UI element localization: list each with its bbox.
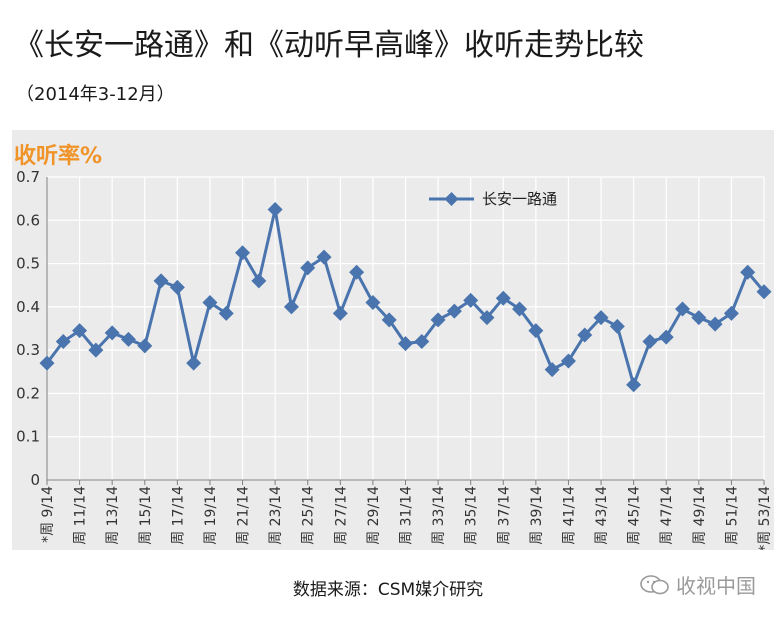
data-point: [756, 284, 772, 300]
x-tick-label: 周 33/14: [431, 486, 447, 545]
data-point: [153, 273, 169, 289]
y-tick-label: 0.3: [16, 341, 40, 359]
data-point: [381, 312, 397, 328]
data-point: [137, 338, 153, 354]
chart-subtitle: （2014年3-12月）: [16, 84, 175, 105]
chart-title: 《长安一路通》和《动听早高峰》收听走势比较: [14, 28, 644, 63]
data-point: [88, 342, 104, 358]
data-point: [332, 305, 348, 321]
data-point: [577, 327, 593, 343]
data-point: [316, 249, 332, 265]
data-point: [479, 310, 495, 326]
data-point: [235, 245, 251, 261]
data-point: [593, 310, 609, 326]
x-tick-label: 周 35/14: [464, 486, 480, 545]
watermark: 收视中国: [640, 570, 756, 599]
data-point: [495, 290, 511, 306]
x-tick-label: 周 13/14: [105, 486, 121, 545]
data-point: [414, 333, 430, 349]
wechat-icon: [640, 574, 669, 594]
data-source: 数据来源：CSM媒介研究: [292, 580, 484, 600]
y-tick-label: 0.7: [16, 168, 40, 186]
y-tick-label: 0: [30, 471, 40, 489]
data-point: [658, 329, 674, 345]
data-point: [169, 279, 185, 295]
x-tick-label: *周 9/14: [40, 486, 56, 543]
y-tick-label: 0.6: [16, 211, 40, 229]
legend-marker: [444, 192, 459, 206]
data-point: [675, 301, 691, 317]
chart-panel: 收听率% 0 0.1 0.2 0.3 0.4 0.5 0.6 0.7 *周 9/14 周 11/1…: [12, 130, 774, 550]
watermark-text: 收视中国: [676, 574, 756, 598]
data-point: [430, 312, 446, 328]
x-tick-label: 周 11/14: [73, 486, 89, 545]
x-tick-label: 周 43/14: [594, 486, 610, 545]
data-point: [300, 260, 316, 276]
data-point: [528, 323, 544, 339]
y-tick-label: 0.4: [16, 298, 40, 316]
x-tick-label: 周 45/14: [627, 486, 643, 545]
x-tick-label: 周 27/14: [333, 486, 349, 545]
x-tick-label: 周 51/14: [724, 486, 740, 545]
data-point: [609, 318, 625, 334]
data-point: [251, 273, 267, 289]
data-point: [283, 299, 299, 315]
data-point: [723, 305, 739, 321]
x-tick-label: 周 29/14: [366, 486, 382, 545]
data-point: [463, 292, 479, 308]
x-tick-label: 周 39/14: [529, 486, 545, 545]
x-tick-label: 周 49/14: [692, 486, 708, 545]
y-tick-label: 0.5: [16, 255, 40, 273]
data-point: [186, 355, 202, 371]
data-point: [72, 323, 88, 339]
x-tick-label: 周 37/14: [496, 486, 512, 545]
data-point: [642, 333, 658, 349]
x-tick-label: 周 25/14: [301, 486, 317, 545]
data-point: [267, 201, 283, 217]
data-point: [626, 377, 642, 393]
x-tick-label: 周 15/14: [138, 486, 154, 545]
data-point: [120, 331, 136, 347]
x-tick-label: 周 19/14: [203, 486, 219, 545]
data-point: [560, 353, 576, 369]
data-point: [512, 301, 528, 317]
x-tick-label: 周 31/14: [399, 486, 415, 545]
data-point: [365, 295, 381, 311]
y-axis-label: 收听率%: [14, 144, 103, 169]
data-point: [218, 305, 234, 321]
y-tick-label: 0.2: [16, 384, 40, 402]
x-tick-label: *周 53/14: [757, 486, 773, 550]
data-point: [39, 355, 55, 371]
data-point: [544, 362, 560, 378]
x-tick-label: 周 21/14: [236, 486, 252, 545]
legend-label: 长安一路通: [482, 190, 557, 208]
data-point: [446, 303, 462, 319]
data-point: [740, 264, 756, 280]
data-point: [398, 336, 413, 352]
data-point: [707, 316, 723, 332]
data-point: [55, 333, 71, 349]
data-point: [202, 295, 218, 311]
data-point: [349, 264, 365, 280]
x-tick-label: 周 41/14: [561, 486, 577, 545]
x-tick-label: 周 17/14: [170, 486, 186, 545]
line-chart: 0 0.1 0.2 0.3 0.4 0.5 0.6 0.7 *周 9/14 周 11/14 周 13…: [16, 168, 773, 550]
data-point: [104, 325, 120, 341]
y-tick-label: 0.1: [16, 428, 40, 446]
data-point: [691, 310, 707, 326]
x-tick-label: 周 47/14: [659, 486, 675, 545]
x-tick-label: 周 23/14: [268, 486, 284, 545]
